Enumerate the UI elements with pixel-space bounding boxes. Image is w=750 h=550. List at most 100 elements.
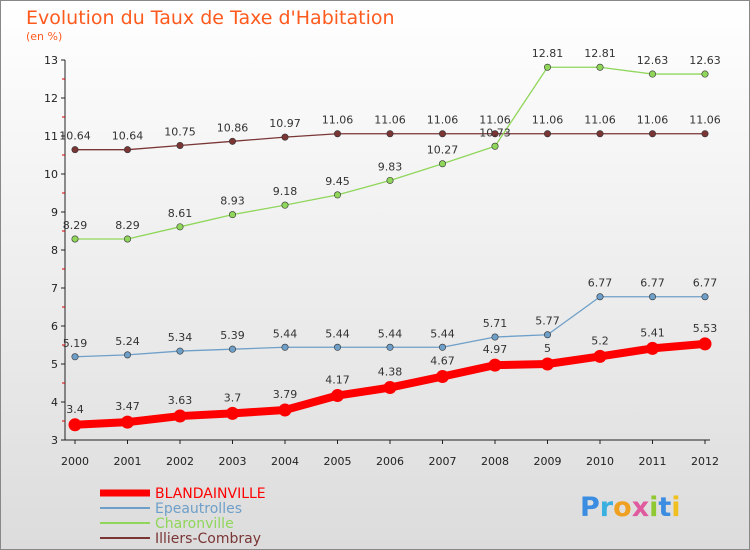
legend-label: BLANDAINVILLE bbox=[155, 486, 266, 502]
data-point bbox=[331, 389, 344, 403]
data-label: 10.75 bbox=[164, 126, 196, 139]
data-label: 11.06 bbox=[532, 114, 564, 127]
chart-subtitle: (en %) bbox=[26, 30, 62, 43]
data-point bbox=[438, 160, 446, 168]
series-layer bbox=[68, 63, 712, 432]
series-illiers-combray bbox=[71, 130, 709, 154]
data-label: 8.29 bbox=[115, 219, 140, 232]
data-label: 9.18 bbox=[273, 185, 298, 198]
data-label: 10.64 bbox=[59, 130, 91, 143]
x-tick-label: 2007 bbox=[429, 455, 457, 468]
data-point bbox=[438, 343, 446, 351]
x-tick-label: 2011 bbox=[639, 455, 667, 468]
data-point bbox=[596, 63, 604, 71]
data-label: 11.06 bbox=[637, 114, 669, 127]
legend-label: Illiers-Combray bbox=[155, 531, 261, 547]
data-label: 3.79 bbox=[273, 388, 298, 401]
data-point bbox=[648, 293, 656, 301]
data-point bbox=[226, 406, 239, 420]
data-label: 4.97 bbox=[483, 343, 508, 356]
x-tick-label: 2004 bbox=[271, 455, 299, 468]
data-point bbox=[229, 211, 237, 219]
data-point bbox=[543, 130, 551, 138]
data-point bbox=[229, 345, 237, 353]
data-label: 11.06 bbox=[374, 114, 406, 127]
x-tick-label: 2008 bbox=[481, 455, 509, 468]
data-point bbox=[543, 63, 551, 71]
y-tick-label: 6 bbox=[51, 320, 58, 333]
data-point bbox=[386, 130, 394, 138]
x-tick-label: 2009 bbox=[534, 455, 562, 468]
data-point bbox=[436, 370, 449, 384]
data-point bbox=[383, 381, 397, 395]
series-charonville bbox=[71, 63, 709, 243]
data-point bbox=[488, 358, 502, 372]
axes: 3 4 5 6 7 8 9 10 11 12 13 2000 2001 2002 2003 2004 2005 2… bbox=[44, 54, 719, 468]
data-point bbox=[124, 351, 132, 359]
proxiti-logo: Proxiti bbox=[580, 492, 681, 523]
data-point bbox=[491, 142, 499, 150]
data-label: 5.44 bbox=[430, 327, 455, 340]
data-label: 8.29 bbox=[63, 219, 88, 232]
x-tick-label: 2006 bbox=[376, 455, 404, 468]
data-label: 8.61 bbox=[168, 207, 193, 220]
data-label: 11.06 bbox=[479, 114, 511, 127]
y-tick-label: 12 bbox=[44, 92, 58, 105]
data-label: 9.45 bbox=[325, 175, 350, 188]
data-point bbox=[701, 130, 709, 138]
data-point bbox=[386, 176, 394, 184]
data-point bbox=[386, 343, 394, 351]
data-point bbox=[698, 337, 712, 351]
data-point bbox=[648, 130, 656, 138]
data-label: 5.34 bbox=[168, 331, 193, 344]
legend: BLANDAINVILLEEpeautrollesCharonvilleIlli… bbox=[100, 486, 266, 547]
data-point bbox=[71, 146, 79, 154]
data-label: 3.47 bbox=[115, 400, 140, 413]
data-label: 4.67 bbox=[430, 355, 455, 368]
y-tick-label: 4 bbox=[51, 396, 58, 409]
data-label: 5.2 bbox=[591, 334, 609, 347]
data-label: 10.86 bbox=[217, 121, 249, 134]
svg-text:Proxiti: Proxiti bbox=[580, 492, 681, 523]
x-tick-label: 2001 bbox=[114, 455, 142, 468]
data-label: 12.81 bbox=[532, 47, 564, 60]
data-label: 5.44 bbox=[378, 327, 403, 340]
y-tick-label: 3 bbox=[51, 434, 58, 447]
data-label: 5.19 bbox=[63, 337, 88, 350]
data-point bbox=[68, 418, 82, 432]
series-blandainville bbox=[68, 337, 712, 432]
data-point bbox=[281, 133, 289, 141]
data-point bbox=[281, 343, 289, 351]
data-label: 5.44 bbox=[325, 327, 350, 340]
data-label: 5 bbox=[544, 342, 551, 355]
data-label: 12.63 bbox=[689, 54, 721, 67]
data-point bbox=[71, 353, 79, 361]
y-tick-label: 7 bbox=[51, 282, 58, 295]
y-tick-label: 11 bbox=[44, 130, 58, 143]
data-label: 11.06 bbox=[584, 114, 616, 127]
data-label: 6.77 bbox=[693, 277, 718, 290]
data-point bbox=[121, 415, 134, 429]
data-point bbox=[491, 333, 499, 341]
data-label: 8.93 bbox=[220, 195, 245, 208]
data-label: 5.44 bbox=[273, 327, 298, 340]
y-tick-label: 5 bbox=[51, 358, 58, 371]
data-point bbox=[648, 70, 656, 78]
y-tick-label: 9 bbox=[51, 206, 58, 219]
data-label: 5.53 bbox=[693, 322, 718, 335]
y-tick-label: 13 bbox=[44, 54, 58, 67]
data-point bbox=[333, 130, 341, 138]
data-point bbox=[176, 142, 184, 150]
data-point bbox=[541, 357, 554, 371]
data-label: 5.39 bbox=[220, 329, 245, 342]
y-tick-label: 10 bbox=[44, 168, 58, 181]
data-label: 6.77 bbox=[640, 277, 665, 290]
data-point bbox=[646, 341, 659, 355]
data-label: 5.77 bbox=[535, 315, 560, 328]
data-point bbox=[438, 130, 446, 138]
data-point bbox=[281, 201, 289, 209]
data-label: 12.63 bbox=[637, 54, 669, 67]
chart-title: Evolution du Taux de Taxe d'Habitation bbox=[26, 7, 395, 29]
data-label: 3.4 bbox=[66, 403, 84, 416]
